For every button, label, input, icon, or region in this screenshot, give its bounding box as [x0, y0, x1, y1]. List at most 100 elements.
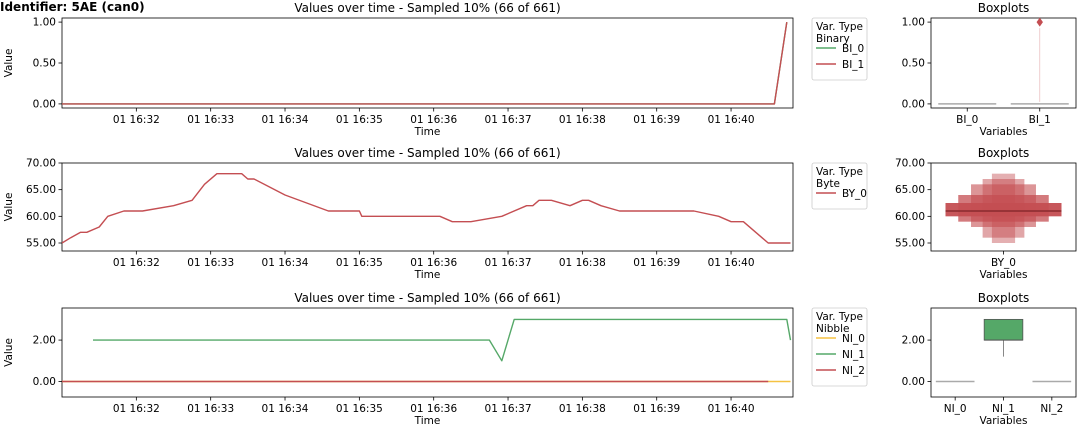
charts-container: Values over time - Sampled 10% (66 of 66…	[3, 1, 1077, 427]
x-tick-label: 01 16:32	[113, 403, 160, 415]
y-axis-label: Value	[3, 193, 15, 222]
x-tick-label: 01 16:34	[262, 114, 309, 126]
x-tick-label: 01 16:35	[336, 114, 383, 126]
x-tick-label: 01 16:33	[187, 257, 234, 269]
series-line-BY_0	[61, 172, 791, 244]
y-tick-label: 60.00	[895, 211, 925, 223]
x-tick-label: NI_0	[944, 403, 967, 415]
x-axis-label: Time	[414, 126, 441, 138]
legend-entry: BI_1	[842, 59, 864, 71]
y-tick-label: 55.00	[895, 238, 925, 250]
legend-entry: NI_1	[842, 349, 865, 361]
legend-entry: NI_2	[842, 365, 865, 377]
plot-frame	[61, 17, 794, 109]
y-tick-label: 1.00	[902, 17, 925, 29]
legend-title: Binary	[816, 33, 850, 45]
x-tick-label: 01 16:38	[559, 257, 606, 269]
y-tick-label: 2.00	[902, 335, 925, 347]
outlier-marker-BI_1	[1036, 17, 1043, 27]
plot-frame	[61, 307, 794, 398]
series-line-BI_0	[62, 21, 788, 105]
x-tick-label: 01 16:33	[187, 114, 234, 126]
x-tick-label: 01 16:34	[262, 257, 309, 269]
x-tick-label: 01 16:32	[113, 257, 160, 269]
legend-title: Var. Type	[816, 21, 863, 33]
x-axis-label: Variables	[980, 269, 1028, 281]
y-tick-label: 65.00	[895, 184, 925, 196]
x-tick-label: 01 16:40	[708, 403, 755, 415]
x-tick-label: 01 16:40	[708, 257, 755, 269]
y-tick-label: 0.00	[902, 98, 925, 110]
x-tick-label: NI_2	[1040, 403, 1063, 415]
y-tick-label: 0.50	[902, 58, 925, 70]
legend-entry: NI_0	[842, 333, 865, 345]
boxplot-title: Boxplots	[978, 1, 1030, 15]
x-tick-label: 01 16:37	[485, 257, 532, 269]
x-tick-label: 01 16:35	[336, 403, 383, 415]
x-axis-label: Time	[414, 269, 441, 281]
y-tick-label: 0.00	[33, 376, 56, 388]
legend-box	[811, 307, 868, 387]
legend-box	[811, 162, 868, 210]
legend-entry: BY_0	[842, 188, 867, 200]
y-tick-label: 70.00	[26, 158, 56, 170]
y-axis-label: Value	[3, 338, 15, 367]
boxplot-chart-2: Boxplots 55.00 60.00 65.00 70.00 BY_0Variable…	[895, 146, 1077, 281]
identifier-label: Identifier: 5AE (can0)	[0, 0, 145, 14]
boxplot-frame	[930, 17, 1077, 109]
x-tick-label: 01 16:39	[633, 114, 680, 126]
box-NI_1	[983, 318, 1024, 341]
series-line-BI_1	[62, 21, 788, 105]
y-tick-label: 0.00	[33, 98, 56, 110]
line-chart-1: Values over time - Sampled 10% (66 of 66…	[3, 1, 868, 138]
x-tick-label: 01 16:37	[485, 403, 532, 415]
x-tick-label: BI_1	[1029, 114, 1051, 126]
x-tick-label: BY_0	[991, 257, 1016, 269]
x-tick-label: 01 16:35	[336, 257, 383, 269]
legend-entry: BI_0	[842, 43, 864, 55]
x-tick-label: 01 16:39	[633, 403, 680, 415]
chart-title: Values over time - Sampled 10% (66 of 66…	[294, 146, 560, 160]
x-tick-label: 01 16:36	[410, 257, 457, 269]
line-chart-2: Values over time - Sampled 10% (66 of 66…	[3, 146, 868, 281]
legend-title: Nibble	[816, 323, 849, 335]
x-tick-label: 01 16:32	[113, 114, 160, 126]
x-tick-label: 01 16:36	[410, 403, 457, 415]
chart-title: Values over time - Sampled 10% (66 of 66…	[294, 291, 560, 305]
x-tick-label: 01 16:38	[559, 403, 606, 415]
chart-title: Values over time - Sampled 10% (66 of 66…	[294, 1, 560, 15]
x-axis-label: Variables	[980, 126, 1028, 138]
boxplot-title: Boxplots	[978, 291, 1030, 305]
x-tick-label: 01 16:40	[708, 114, 755, 126]
x-axis-label: Time	[414, 415, 441, 427]
x-tick-label: 01 16:36	[410, 114, 457, 126]
y-tick-label: 55.00	[26, 238, 56, 250]
y-tick-label: 1.00	[33, 17, 56, 29]
x-tick-label: BI_0	[956, 114, 978, 126]
boxen-level-BY_0	[945, 203, 1062, 217]
x-tick-label: 01 16:34	[262, 403, 309, 415]
line-chart-3: Values over time - Sampled 10% (66 of 66…	[3, 291, 868, 427]
x-tick-label: 01 16:33	[187, 403, 234, 415]
y-tick-label: 70.00	[895, 158, 925, 170]
y-tick-label: 65.00	[26, 184, 56, 196]
legend-title: Var. Type	[816, 311, 863, 323]
y-tick-label: 0.00	[902, 376, 925, 388]
y-axis-label: Value	[3, 49, 15, 78]
x-tick-label: NI_1	[992, 403, 1015, 415]
x-tick-label: 01 16:38	[559, 114, 606, 126]
legend-title: Byte	[816, 178, 840, 190]
x-tick-label: 01 16:37	[485, 114, 532, 126]
legend-title: Var. Type	[816, 166, 863, 178]
boxplot-chart-3: Boxplots 0.00 2.00 NI_0 NI_1 NI_2 Variables	[902, 291, 1077, 427]
y-tick-label: 60.00	[26, 211, 56, 223]
series-line-NI_1	[93, 318, 792, 362]
x-axis-label: Variables	[980, 415, 1028, 427]
boxplot-title: Boxplots	[978, 146, 1030, 160]
plot-frame	[61, 162, 794, 252]
x-tick-label: 01 16:39	[633, 257, 680, 269]
